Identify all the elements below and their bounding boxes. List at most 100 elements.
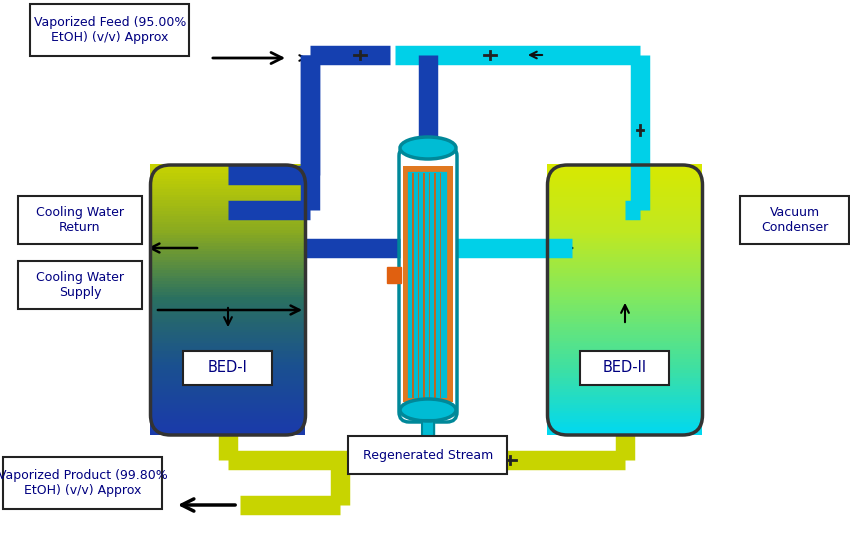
- FancyBboxPatch shape: [18, 196, 142, 244]
- Bar: [547, 294, 702, 297]
- Bar: [547, 413, 702, 416]
- Bar: [150, 289, 305, 292]
- Text: Cooling Water
Return: Cooling Water Return: [36, 206, 124, 234]
- Text: Vaporized Feed (95.00%
EtOH) (v/v) Approx: Vaporized Feed (95.00% EtOH) (v/v) Appro…: [34, 16, 186, 44]
- Bar: [547, 199, 702, 203]
- Text: Cooling Water
Supply: Cooling Water Supply: [36, 271, 124, 299]
- Bar: [547, 386, 702, 389]
- Bar: [422, 420, 434, 445]
- Bar: [547, 353, 702, 357]
- Bar: [150, 405, 305, 408]
- Bar: [150, 410, 305, 414]
- Bar: [547, 431, 702, 435]
- Bar: [547, 318, 702, 321]
- Bar: [150, 361, 305, 365]
- Bar: [150, 275, 305, 279]
- Bar: [547, 375, 702, 378]
- FancyBboxPatch shape: [740, 196, 849, 244]
- Bar: [150, 240, 305, 244]
- Bar: [150, 375, 305, 378]
- FancyBboxPatch shape: [18, 261, 142, 309]
- Bar: [547, 275, 702, 279]
- Bar: [547, 280, 702, 284]
- Bar: [150, 259, 305, 262]
- Bar: [150, 364, 305, 368]
- Bar: [150, 318, 305, 321]
- Bar: [150, 399, 305, 403]
- Bar: [547, 402, 702, 405]
- Bar: [547, 356, 702, 359]
- Bar: [547, 232, 702, 235]
- Bar: [547, 310, 702, 314]
- Bar: [547, 286, 702, 289]
- Bar: [547, 261, 702, 265]
- Bar: [547, 170, 702, 173]
- FancyBboxPatch shape: [3, 457, 162, 509]
- Bar: [150, 199, 305, 203]
- FancyBboxPatch shape: [31, 4, 190, 56]
- Bar: [547, 191, 702, 195]
- Bar: [547, 337, 702, 340]
- Ellipse shape: [400, 137, 456, 159]
- Bar: [150, 367, 305, 370]
- Bar: [150, 172, 305, 176]
- Bar: [150, 388, 305, 392]
- Bar: [547, 407, 702, 411]
- Bar: [547, 180, 702, 184]
- Bar: [547, 235, 702, 238]
- Bar: [547, 183, 702, 187]
- Bar: [547, 361, 702, 365]
- Bar: [150, 248, 305, 251]
- Bar: [150, 270, 305, 273]
- Bar: [547, 410, 702, 414]
- Bar: [150, 286, 305, 289]
- Text: Vaporized Product (99.80%
EtOH) (v/v) Approx: Vaporized Product (99.80% EtOH) (v/v) Ap…: [0, 469, 167, 497]
- Bar: [150, 294, 305, 297]
- Bar: [547, 307, 702, 311]
- Bar: [547, 424, 702, 427]
- Bar: [150, 210, 305, 214]
- Bar: [150, 326, 305, 330]
- Bar: [547, 270, 702, 273]
- Bar: [150, 254, 305, 257]
- Bar: [150, 415, 305, 419]
- Bar: [547, 326, 702, 330]
- Bar: [547, 324, 702, 327]
- Bar: [150, 407, 305, 411]
- Bar: [547, 348, 702, 351]
- Bar: [150, 394, 305, 397]
- Bar: [547, 224, 702, 227]
- Bar: [150, 413, 305, 416]
- Bar: [150, 291, 305, 295]
- Bar: [150, 272, 305, 276]
- FancyBboxPatch shape: [581, 351, 670, 385]
- Bar: [150, 418, 305, 421]
- Bar: [150, 324, 305, 327]
- Bar: [150, 221, 305, 225]
- Bar: [150, 315, 305, 319]
- Bar: [547, 267, 702, 270]
- FancyBboxPatch shape: [348, 436, 507, 474]
- Bar: [150, 391, 305, 395]
- Bar: [547, 251, 702, 254]
- Bar: [150, 186, 305, 189]
- Bar: [150, 202, 305, 206]
- Bar: [150, 232, 305, 235]
- Bar: [150, 331, 305, 335]
- Bar: [150, 237, 305, 241]
- Bar: [150, 235, 305, 238]
- Bar: [547, 421, 702, 424]
- Bar: [547, 242, 702, 246]
- Bar: [150, 402, 305, 405]
- Bar: [422, 420, 434, 445]
- Bar: [547, 259, 702, 262]
- Bar: [150, 267, 305, 270]
- Bar: [547, 216, 702, 219]
- Bar: [547, 167, 702, 170]
- Bar: [547, 229, 702, 232]
- Bar: [150, 424, 305, 427]
- Bar: [150, 350, 305, 354]
- Bar: [150, 178, 305, 181]
- Bar: [547, 329, 702, 332]
- Bar: [150, 429, 305, 433]
